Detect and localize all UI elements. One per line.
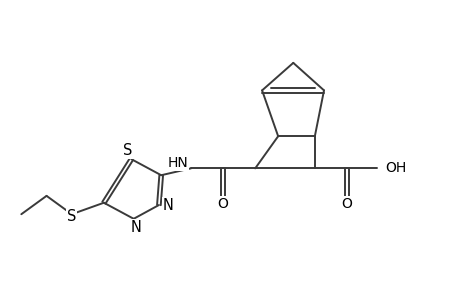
Text: S: S [67, 209, 76, 224]
Text: N: N [130, 220, 141, 235]
Text: OH: OH [384, 161, 405, 175]
Text: O: O [217, 197, 228, 211]
Text: O: O [341, 197, 352, 211]
Text: S: S [123, 143, 132, 158]
Text: HN: HN [168, 156, 188, 170]
Text: N: N [162, 197, 173, 212]
